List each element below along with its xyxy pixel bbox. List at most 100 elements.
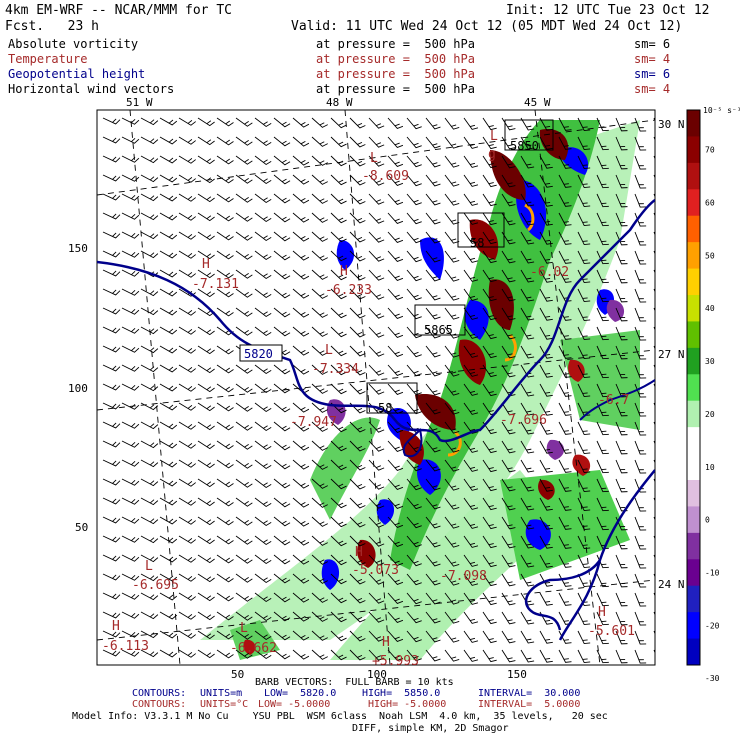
wind-barb [387, 155, 404, 167]
wind-barb [387, 269, 404, 281]
wind-barb [520, 478, 535, 492]
wind-barb [197, 440, 215, 450]
wind-barb [634, 326, 647, 341]
wind-barb [539, 497, 553, 511]
wind-barb [121, 459, 140, 467]
wind-barb [406, 269, 422, 282]
wind-barb [311, 497, 328, 508]
colorbar-swatch [687, 110, 700, 137]
wind-barb [387, 554, 404, 566]
wind-barb [406, 573, 422, 586]
wind-barb [311, 364, 328, 375]
wind-barb [178, 250, 196, 259]
wind-barb [634, 592, 647, 607]
wind-barb [121, 516, 140, 524]
graticule [97, 110, 655, 665]
wind-barb [178, 307, 196, 316]
wind-barb [273, 459, 291, 470]
wind-barb [102, 345, 121, 353]
wind-barb [273, 174, 291, 185]
wind-barb [235, 383, 253, 393]
colorbar-frame [686, 109, 701, 666]
wind-barb [577, 212, 591, 227]
wind-barb [444, 649, 460, 662]
wind-barb [178, 459, 196, 468]
wind-barb [311, 288, 328, 299]
wind-barb [311, 193, 328, 204]
wind-barb [273, 269, 291, 280]
lon-label: 45 W [524, 96, 551, 109]
wind-barb [216, 117, 234, 127]
colorbar-tick: 50 [705, 251, 715, 260]
x-tick: 150 [507, 668, 527, 681]
wind-barb [577, 573, 591, 588]
wind-barb [596, 630, 609, 645]
wind-barb [406, 364, 422, 377]
wind-barb [292, 459, 310, 470]
wind-barb [235, 326, 253, 336]
wind-barb [501, 630, 516, 644]
wind-barb [159, 630, 178, 639]
wind-barb [292, 516, 310, 527]
wind-barb [387, 231, 404, 243]
wind-barb [558, 478, 572, 492]
wind-barb [330, 649, 347, 661]
colorbar-tick: -30 [705, 674, 720, 683]
wind-barb [501, 478, 516, 492]
wind-barb [311, 459, 328, 470]
wind-barb [368, 174, 385, 186]
wind-barb [387, 174, 404, 186]
colorbar-units: 10⁻⁵ s⁻¹ [703, 106, 740, 115]
field-sm-temperature: sm= 4 [634, 52, 671, 66]
wind-barb [216, 250, 234, 260]
wind-barb [425, 212, 441, 225]
wind-barb [406, 478, 422, 491]
wind-barb [520, 288, 535, 302]
wind-barb [444, 364, 460, 377]
wind-barb [653, 497, 655, 503]
wind-barb [216, 535, 234, 545]
barb-legend: BARB VECTORS: FULL BARB = 10 kts [255, 677, 454, 688]
contours-high-temp: HIGH= -5.0000 [368, 699, 447, 710]
wind-barb [178, 573, 196, 582]
wind-barb [368, 307, 385, 319]
wind-barb [482, 497, 497, 511]
wind-barb [634, 174, 647, 189]
wind-barb [292, 592, 310, 603]
wind-barb [596, 421, 609, 436]
wind-barb [406, 554, 422, 567]
wind-barb [140, 155, 159, 164]
wind-barb [178, 174, 196, 183]
wind-barb [501, 535, 516, 549]
wind-barb [273, 478, 291, 489]
wind-barb [520, 193, 535, 207]
wind-barb [387, 364, 404, 376]
temp-value: -7.696 [500, 413, 547, 428]
wind-barb [653, 364, 655, 370]
wind-barb [501, 440, 516, 454]
wind-barb [425, 592, 441, 605]
wind-barb [558, 497, 572, 511]
field-name-wind: Horizontal wind vectors [8, 82, 175, 96]
wind-barb [159, 535, 178, 544]
wind-barb [159, 288, 178, 297]
wind-barb [539, 288, 553, 302]
wind-barb [254, 136, 272, 147]
wind-barb [501, 402, 516, 416]
wind-barb [349, 459, 366, 471]
wind-barb [254, 535, 272, 546]
wind-barb [482, 288, 497, 302]
contours-units-temp: UNITS=°C [200, 699, 249, 710]
wind-barb [197, 516, 215, 526]
wind-barb [330, 459, 347, 471]
wind-barb [102, 288, 121, 296]
wind-barb [349, 174, 366, 186]
wind-barb [615, 421, 628, 436]
wind-barb [178, 269, 196, 278]
wind-barb [216, 193, 234, 203]
wind-barb [444, 193, 460, 206]
wind-barb [216, 478, 234, 488]
wind-barb [615, 478, 628, 493]
wind-barb [121, 630, 140, 638]
wind-barb [102, 250, 121, 258]
